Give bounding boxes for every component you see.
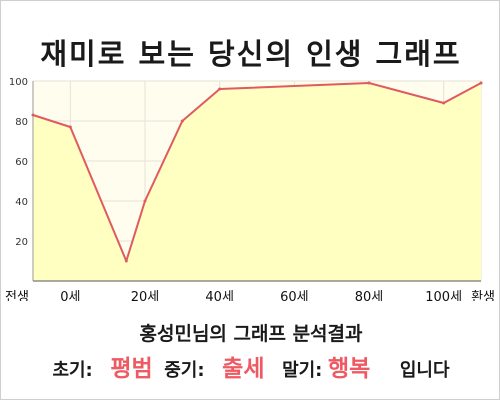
x-tick-label: 20세 [131, 290, 160, 301]
x-tick-label: 전생 [5, 290, 29, 301]
mid-label: 중기: [164, 360, 205, 381]
data-point [442, 101, 446, 105]
data-point [143, 199, 147, 203]
x-tick-label: 80세 [355, 290, 384, 301]
x-tick-label: 환생 [471, 290, 495, 301]
x-tick-label: 0세 [60, 290, 80, 301]
y-tick-label: 60 [15, 157, 28, 168]
series-area [33, 83, 481, 281]
x-tick-label: 60세 [280, 290, 309, 301]
y-tick-label: 40 [15, 197, 28, 208]
data-point [479, 81, 483, 85]
life-graph-chart: 20 40 60 80 100 전생 0세 20세 40세 60세 80세 100세 환생 [5, 77, 495, 301]
y-tick-label: 100 [9, 77, 28, 88]
result-suffix: 입니다 [399, 360, 450, 381]
data-point [124, 259, 128, 263]
x-tick-label: 100세 [425, 290, 462, 301]
early-label: 초기: [52, 360, 93, 381]
y-tick-label: 20 [15, 237, 28, 248]
data-point [367, 81, 371, 85]
early-value: 평범 [110, 356, 153, 382]
y-tick-label: 80 [15, 117, 28, 128]
analysis-result: 초기: 평범 중기: 출세 말기: 행복 입니다 [1, 349, 500, 383]
analysis-subtitle: 홍성민님의 그래프 분석결과 [139, 323, 363, 345]
x-tick-label: 40세 [205, 290, 234, 301]
data-point [31, 113, 35, 117]
late-value: 행복 [327, 356, 371, 382]
data-point [68, 125, 72, 129]
page-title: 재미로 보는 당신의 인생 그래프 [40, 37, 462, 71]
late-label: 말기: [282, 360, 323, 381]
mid-value: 출세 [222, 356, 265, 382]
data-point [180, 119, 184, 123]
data-point [218, 87, 222, 91]
